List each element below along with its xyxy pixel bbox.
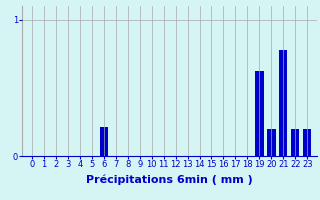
Bar xyxy=(100,127,108,156)
Bar xyxy=(303,129,311,156)
Bar xyxy=(291,129,300,156)
X-axis label: Précipitations 6min ( mm ): Précipitations 6min ( mm ) xyxy=(86,175,253,185)
Bar xyxy=(279,50,287,156)
Bar xyxy=(255,71,264,156)
Bar xyxy=(267,129,276,156)
